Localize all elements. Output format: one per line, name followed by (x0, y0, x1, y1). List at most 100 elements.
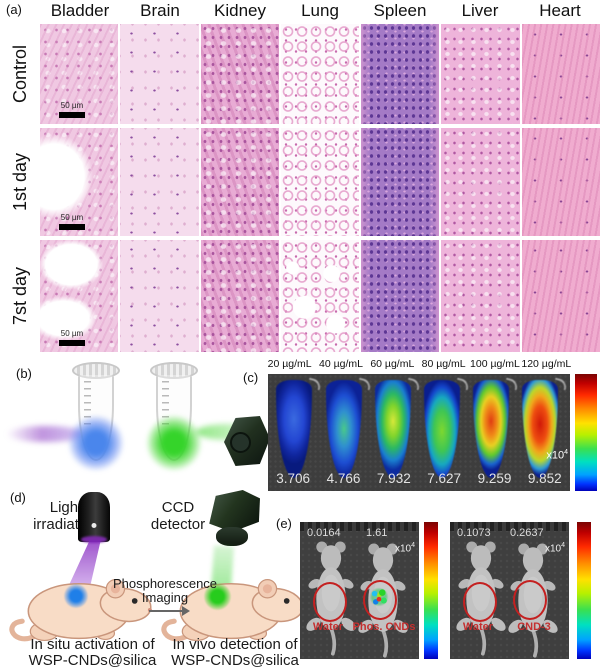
histology-tile-day7-kidney (200, 240, 279, 352)
conc-label-120: 120 µg/mL (521, 358, 572, 370)
arrow-label-line1: Phosphorescence (112, 576, 218, 591)
organ-label-liver: Liver (461, 1, 499, 20)
tube-body (68, 375, 124, 471)
organ-header-row: Bladder Brain Kidney Lung Spleen Liver H… (40, 1, 600, 21)
multiplier: x104 (394, 542, 415, 555)
histology-tile-day1-kidney (200, 128, 279, 236)
histology-grid: 50 µm 50 µm 50 µm (40, 24, 600, 352)
histology-tile-day1-liver (441, 128, 520, 236)
row-label-control: Control (9, 44, 30, 104)
detection-spot-green (204, 583, 231, 610)
tube-heatmap-120 (522, 380, 558, 478)
colorbar-right (577, 522, 591, 659)
conc-label-40: 40 µg/mL (318, 358, 363, 370)
caption-left-line2: WSP-CNDs@silica (28, 652, 157, 669)
organ-label-lung: Lung (301, 1, 339, 20)
histology-tile-control-kidney (200, 24, 279, 124)
colorbar (575, 374, 597, 491)
tube-body (146, 375, 202, 471)
histology-tile-control-brain (120, 24, 199, 124)
panel-d-label: (d) (10, 490, 26, 505)
organ-label-bladder: Bladder (50, 1, 110, 20)
roi-label-water: Water (462, 621, 494, 633)
row-label-7st-day: 7st day (9, 266, 30, 326)
conc-label-60: 60 µg/mL (370, 358, 415, 370)
panel-c-label: (c) (243, 370, 259, 385)
histology-tile-day1-spleen (361, 128, 440, 236)
intensity-multiplier: x104 (546, 449, 568, 462)
detector-lens-icon (230, 432, 251, 453)
intensity-value-40: 4.766 (326, 471, 361, 486)
histology-tile-control-bladder: 50 µm (40, 24, 119, 124)
histology-tile-day1-bladder: 50 µm (40, 128, 119, 236)
scale-bar: 50 µm (52, 329, 92, 346)
intensity-value-120: 9.852 (527, 471, 562, 486)
histology-tile-day7-brain (120, 240, 199, 352)
roi-value-water: 0.1073 (457, 527, 491, 539)
histology-tile-day1-brain (120, 128, 199, 236)
scale-bar: 50 µm (52, 213, 92, 230)
histology-tile-day7-spleen (361, 240, 440, 352)
histology-tile-day7-heart (521, 240, 600, 352)
roi-value-cnds: 1.61 (366, 527, 388, 539)
activation-spot-blue (64, 584, 88, 608)
ccd-camera-lens-icon (216, 527, 248, 546)
excitation-beam (6, 426, 86, 442)
roi-value-water: 0.0164 (307, 527, 341, 539)
tube-green-emission (146, 362, 202, 471)
tube-heatmap-40 (326, 380, 362, 478)
phosphorescence-image (268, 374, 570, 491)
tube-heatmap-20 (276, 380, 312, 478)
organ-label-kidney: Kidney (214, 1, 266, 20)
roi-value-cnd3: 0.2637 (510, 527, 544, 539)
process-arrow-icon (149, 606, 190, 616)
histology-tile-day7-bladder: 50 µm (40, 240, 119, 352)
intensity-value-60: 7.932 (376, 471, 411, 486)
caption-right-line1: In vivo detection of (172, 636, 298, 653)
histology-tile-control-spleen (361, 24, 440, 124)
conc-label-20: 20 µg/mL (267, 358, 312, 370)
caption-right-line2: WSP-CNDs@silica (171, 652, 299, 669)
lung-alveoli (280, 240, 360, 352)
panel-e-label: (e) (276, 516, 292, 531)
organ-label-heart: Heart (539, 1, 581, 20)
panel-a-label: (a) (6, 2, 22, 17)
roi-circle-water (463, 582, 497, 622)
conc-label-100: 100 µg/mL (470, 358, 520, 370)
colorbar-left (424, 522, 438, 659)
concentration-labels: 20 µg/mL 40 µg/mL 60 µg/mL 80 µg/mL 100 … (264, 358, 572, 370)
histology-tile-control-lung (280, 24, 360, 124)
organ-label-spleen: Spleen (373, 1, 427, 20)
intensity-value-20: 3.706 (276, 471, 311, 486)
tube-heatmap-80 (424, 380, 460, 478)
panel-b-label: (b) (16, 366, 32, 381)
invivo-image-left: 0.0164 1.61 x104 Water Phos. CNDs (300, 522, 419, 659)
roi-circle-cnd3 (513, 580, 547, 620)
intensity-values: 3.706 4.766 7.932 7.627 9.259 9.852 (268, 471, 570, 486)
phosphorescence-signal-spot (368, 586, 390, 608)
roi-label-water: Water (312, 621, 344, 633)
roi-circle-cnds (363, 580, 397, 620)
row-label-1st-day: 1st day (9, 152, 30, 212)
histology-tile-control-liver (441, 24, 520, 124)
caption-left-line1: In situ activation of (30, 636, 155, 653)
roi-label-cnds: Phos. CNDs (352, 621, 416, 633)
organ-label-brain: Brain (140, 1, 180, 20)
roi-label-cnd3: CND-3 (517, 621, 551, 633)
histology-tile-day1-heart (521, 128, 600, 236)
histology-tile-day1-lung (280, 128, 360, 236)
tube-heatmap-60 (375, 380, 411, 478)
histology-tile-control-heart (521, 24, 600, 124)
uv-lamp-icon (78, 492, 110, 542)
invivo-image-right: 0.1073 0.2637 x104 Water CND-3 (450, 522, 569, 659)
intensity-value-80: 7.627 (427, 471, 462, 486)
arrow-label-line2: Imaging (141, 590, 189, 605)
conc-label-80: 80 µg/mL (421, 358, 466, 370)
roi-circle-water (313, 582, 347, 622)
ccd-detector-label: CCD detector (150, 499, 206, 533)
multiplier: x104 (544, 542, 565, 555)
blue-glow (68, 415, 124, 471)
tube-blue-emission (68, 362, 124, 471)
ccd-camera-icon (209, 490, 260, 532)
